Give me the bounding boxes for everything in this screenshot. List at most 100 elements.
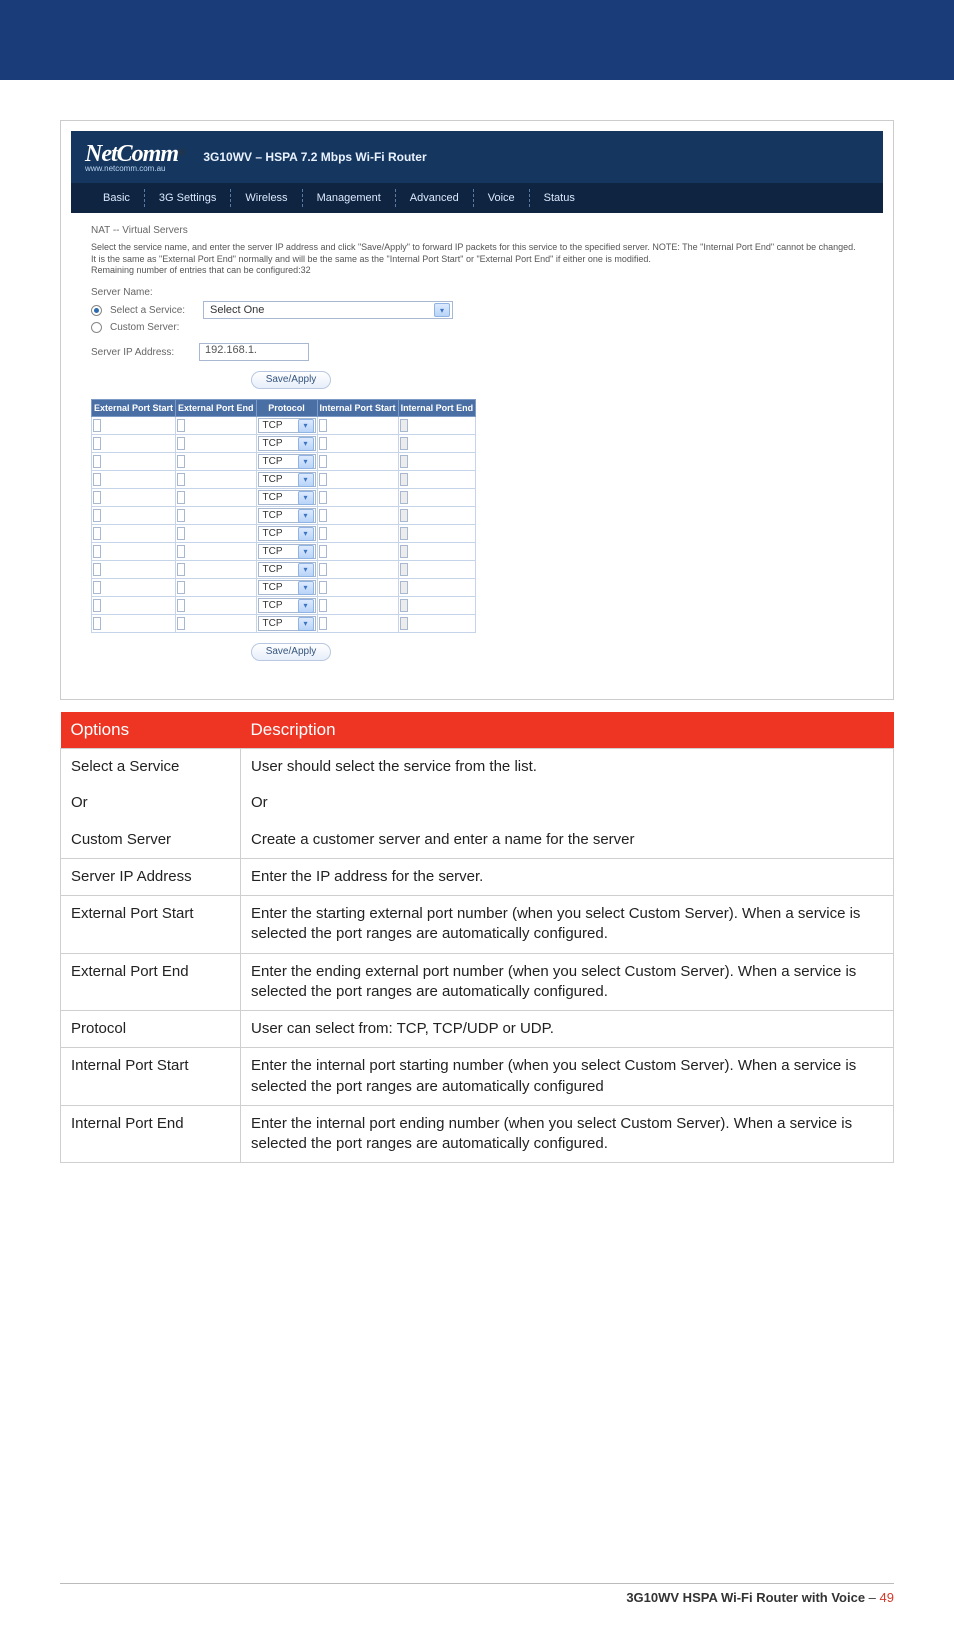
table-cell: TCP▾ <box>256 561 317 579</box>
port-input[interactable] <box>93 527 101 540</box>
protocol-select[interactable]: TCP▾ <box>258 616 316 631</box>
port-input[interactable] <box>93 419 101 432</box>
port-input[interactable] <box>177 599 185 612</box>
nav-3g-settings[interactable]: 3G Settings <box>144 189 230 207</box>
protocol-select[interactable]: TCP▾ <box>258 454 316 469</box>
protocol-value: TCP <box>263 510 283 521</box>
port-input[interactable] <box>319 617 327 630</box>
save-apply-button-top[interactable]: Save/Apply <box>251 371 332 389</box>
desc-text: User should select the service from the … <box>241 749 894 786</box>
nav-bar: Basic 3G Settings Wireless Management Ad… <box>71 183 883 213</box>
port-input[interactable] <box>177 437 185 450</box>
protocol-select[interactable]: TCP▾ <box>258 526 316 541</box>
protocol-select[interactable]: TCP▾ <box>258 598 316 613</box>
nav-advanced[interactable]: Advanced <box>395 189 473 207</box>
table-cell <box>176 597 257 615</box>
nav-voice[interactable]: Voice <box>473 189 529 207</box>
radio-custom-server[interactable] <box>91 322 102 333</box>
port-input[interactable] <box>319 545 327 558</box>
table-cell <box>398 417 476 435</box>
port-input[interactable] <box>177 545 185 558</box>
nav-wireless[interactable]: Wireless <box>230 189 301 207</box>
port-input[interactable] <box>319 581 327 594</box>
table-cell <box>317 453 398 471</box>
internal-port-end-input <box>400 509 408 522</box>
desc-option: Protocol <box>61 1011 241 1048</box>
port-input[interactable] <box>319 527 327 540</box>
port-input[interactable] <box>319 509 327 522</box>
nav-basic[interactable]: Basic <box>89 189 144 207</box>
port-input[interactable] <box>93 599 101 612</box>
table-cell <box>317 489 398 507</box>
protocol-select[interactable]: TCP▾ <box>258 580 316 595</box>
brand-logo: NetComm <box>85 141 178 167</box>
port-input[interactable] <box>93 545 101 558</box>
port-input[interactable] <box>177 491 185 504</box>
port-input[interactable] <box>177 419 185 432</box>
port-input[interactable] <box>93 437 101 450</box>
col-int-end: Internal Port End <box>398 400 476 417</box>
port-input[interactable] <box>93 455 101 468</box>
protocol-select[interactable]: TCP▾ <box>258 472 316 487</box>
port-input[interactable] <box>319 599 327 612</box>
internal-port-end-input <box>400 419 408 432</box>
internal-port-end-input <box>400 545 408 558</box>
table-cell <box>176 561 257 579</box>
port-input[interactable] <box>93 581 101 594</box>
port-input[interactable] <box>319 491 327 504</box>
port-input[interactable] <box>319 419 327 432</box>
port-input[interactable] <box>177 527 185 540</box>
protocol-value: TCP <box>263 618 283 629</box>
port-input[interactable] <box>93 563 101 576</box>
table-cell: TCP▾ <box>256 417 317 435</box>
table-cell <box>92 543 176 561</box>
save-apply-button-bottom[interactable]: Save/Apply <box>251 643 332 661</box>
page-number: 49 <box>880 1590 894 1605</box>
port-input[interactable] <box>319 437 327 450</box>
protocol-select[interactable]: TCP▾ <box>258 544 316 559</box>
radio-select-service[interactable] <box>91 305 102 316</box>
protocol-select[interactable]: TCP▾ <box>258 436 316 451</box>
nav-management[interactable]: Management <box>302 189 395 207</box>
chevron-down-icon: ▾ <box>298 473 314 487</box>
port-input[interactable] <box>177 473 185 486</box>
port-input[interactable] <box>177 509 185 522</box>
table-cell: TCP▾ <box>256 507 317 525</box>
table-cell <box>317 525 398 543</box>
nav-status[interactable]: Status <box>529 189 589 207</box>
table-cell <box>92 597 176 615</box>
protocol-select[interactable]: TCP▾ <box>258 418 316 433</box>
protocol-value: TCP <box>263 420 283 431</box>
desc-text: Enter the ending external port number (w… <box>241 953 894 1011</box>
internal-port-end-input <box>400 617 408 630</box>
table-cell <box>398 489 476 507</box>
protocol-select[interactable]: TCP▾ <box>258 490 316 505</box>
internal-port-end-input <box>400 491 408 504</box>
port-input[interactable] <box>319 473 327 486</box>
table-cell: TCP▾ <box>256 615 317 633</box>
router-header: NetComm® www.netcomm.com.au 3G10WV – HSP… <box>71 131 883 183</box>
protocol-select[interactable]: TCP▾ <box>258 562 316 577</box>
port-input[interactable] <box>177 581 185 594</box>
port-input[interactable] <box>93 617 101 630</box>
port-input[interactable] <box>93 509 101 522</box>
service-select-value: Select One <box>210 304 264 316</box>
protocol-select[interactable]: TCP▾ <box>258 508 316 523</box>
protocol-value: TCP <box>263 492 283 503</box>
server-ip-input[interactable]: 192.168.1. <box>199 343 309 361</box>
desc-row: ProtocolUser can select from: TCP, TCP/U… <box>61 1011 894 1048</box>
port-input[interactable] <box>177 455 185 468</box>
port-input[interactable] <box>177 617 185 630</box>
port-input[interactable] <box>177 563 185 576</box>
port-input[interactable] <box>93 473 101 486</box>
save-row-1: Save/Apply <box>91 371 491 389</box>
protocol-value: TCP <box>263 438 283 449</box>
table-cell <box>317 579 398 597</box>
service-select[interactable]: Select One ▾ <box>203 301 453 319</box>
port-input[interactable] <box>319 563 327 576</box>
screenshot-container: NetComm® www.netcomm.com.au 3G10WV – HSP… <box>60 120 894 700</box>
port-input[interactable] <box>319 455 327 468</box>
explain-text: Select the service name, and enter the s… <box>91 242 863 277</box>
port-input[interactable] <box>93 491 101 504</box>
custom-server-label: Custom Server: <box>110 322 195 333</box>
